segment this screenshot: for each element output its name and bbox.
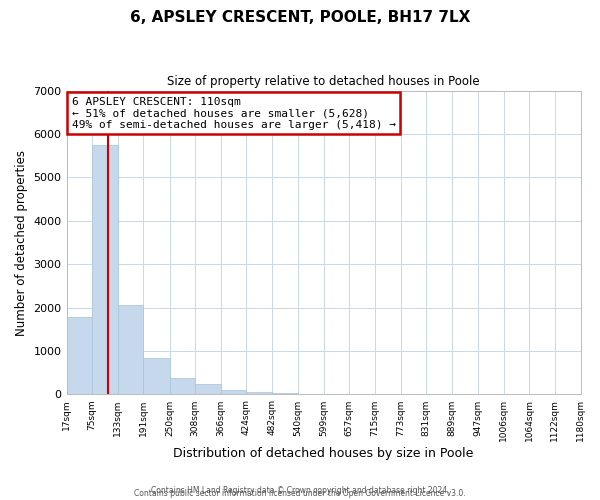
Bar bbox=[272, 393, 298, 394]
Bar bbox=[92, 145, 118, 394]
Title: Size of property relative to detached houses in Poole: Size of property relative to detached ho… bbox=[167, 75, 480, 88]
Text: Contains HM Land Registry data © Crown copyright and database right 2024.: Contains HM Land Registry data © Crown c… bbox=[151, 486, 449, 495]
Bar bbox=[221, 390, 247, 394]
Bar bbox=[247, 392, 272, 394]
Text: Contains public sector information licensed under the Open Government Licence v3: Contains public sector information licen… bbox=[134, 488, 466, 498]
Y-axis label: Number of detached properties: Number of detached properties bbox=[15, 150, 28, 336]
X-axis label: Distribution of detached houses by size in Poole: Distribution of detached houses by size … bbox=[173, 447, 474, 460]
Bar bbox=[143, 358, 170, 395]
Bar bbox=[195, 384, 221, 394]
Bar bbox=[118, 305, 143, 394]
Text: 6 APSLEY CRESCENT: 110sqm
← 51% of detached houses are smaller (5,628)
49% of se: 6 APSLEY CRESCENT: 110sqm ← 51% of detac… bbox=[71, 96, 395, 130]
Bar bbox=[170, 378, 195, 394]
Text: 6, APSLEY CRESCENT, POOLE, BH17 7LX: 6, APSLEY CRESCENT, POOLE, BH17 7LX bbox=[130, 10, 470, 25]
Bar bbox=[67, 317, 92, 394]
